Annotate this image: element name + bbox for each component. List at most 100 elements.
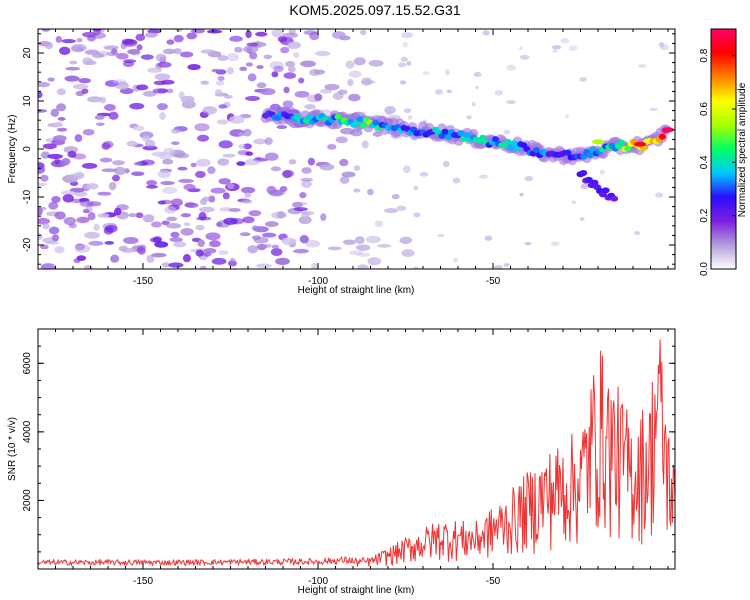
y-tick-label: 20 — [22, 47, 33, 59]
noise-blob — [244, 158, 260, 166]
noise-blob — [123, 59, 137, 64]
noise-blob — [304, 239, 321, 248]
noise-blob — [168, 262, 184, 268]
noise-blob — [552, 49, 558, 53]
noise-blob — [339, 176, 350, 184]
snr-axes: -150 -100 -50 2000 4000 6000 — [22, 328, 675, 587]
spectrogram-ylabel: Frequency (Hz) — [7, 115, 18, 184]
noise-blob — [203, 248, 217, 254]
colorbar-tick-label: 0.2 — [699, 208, 710, 222]
noise-blob — [247, 245, 258, 254]
noise-blob — [246, 42, 259, 47]
signal-peak — [592, 139, 604, 145]
noise-blob — [649, 107, 659, 111]
noise-blob — [564, 114, 570, 119]
noise-blob — [347, 78, 354, 87]
noise-blob — [298, 215, 312, 225]
noise-blob — [214, 88, 222, 97]
noise-blob — [51, 234, 60, 242]
noise-blob — [190, 162, 197, 168]
signal-blob — [564, 149, 572, 156]
colorbar: 0.0 0.2 0.4 0.6 0.8 Normalized spectral ampl… — [699, 28, 748, 276]
noise-blob — [144, 32, 158, 38]
noise-blob — [579, 217, 585, 222]
noise-blob — [391, 193, 400, 200]
noise-blob — [105, 51, 119, 57]
noise-blob — [40, 174, 49, 182]
noise-blob — [399, 236, 413, 245]
noise-blob — [215, 80, 225, 86]
noise-blob — [165, 223, 182, 229]
noise-blob — [38, 233, 43, 241]
noise-blob — [348, 70, 362, 78]
noise-blob — [453, 257, 458, 263]
noise-blob — [239, 66, 248, 72]
noise-blob — [271, 71, 279, 78]
noise-blob — [335, 136, 348, 144]
noise-blob — [160, 180, 175, 186]
x-tick-label: -150 — [133, 576, 153, 587]
noise-blob — [157, 61, 172, 68]
noise-blob — [69, 172, 84, 180]
signal-peak — [662, 127, 674, 133]
noise-blob — [216, 222, 223, 227]
noise-blob — [54, 211, 66, 220]
noise-blob — [309, 31, 320, 41]
noise-blob — [202, 196, 211, 202]
noise-blob — [222, 153, 236, 158]
noise-blob — [101, 168, 117, 173]
noise-blob — [42, 223, 50, 230]
noise-blob — [152, 236, 163, 243]
noise-blob — [169, 237, 183, 243]
noise-blob — [61, 157, 71, 166]
colorbar-label: Normalized spectral amplitude — [737, 82, 748, 217]
noise-blob — [413, 212, 421, 218]
noise-blob — [256, 65, 264, 69]
signal-blob — [274, 114, 282, 121]
x-tick-label: -50 — [486, 576, 501, 587]
snr-xlabel: Height of straight line (km) — [298, 585, 415, 596]
noise-blob — [94, 114, 105, 120]
spectrogram-xlabel: Height of straight line (km) — [298, 285, 415, 296]
noise-blob — [270, 166, 281, 172]
noise-blob — [252, 235, 261, 240]
noise-blob — [240, 186, 256, 194]
noise-blob — [319, 163, 335, 171]
noise-blob — [660, 44, 669, 51]
noise-blob — [97, 191, 112, 196]
noise-blob — [51, 196, 61, 203]
noise-blob — [177, 166, 188, 171]
noise-blob — [74, 134, 83, 142]
snr-panel: -150 -100 -50 2000 4000 6000 Height of straig… — [7, 328, 676, 596]
noise-blob — [56, 88, 66, 96]
noise-blob — [413, 266, 419, 269]
noise-blob — [403, 108, 412, 114]
signal-blob — [491, 136, 499, 143]
noise-blob — [259, 88, 276, 96]
noise-blob — [38, 81, 50, 88]
noise-blob — [253, 138, 267, 145]
noise-blob — [503, 263, 510, 267]
noise-blob — [156, 103, 168, 111]
signal-blob — [359, 122, 367, 129]
noise-blob — [146, 180, 158, 186]
signal-blob — [463, 132, 471, 139]
noise-blob — [271, 29, 284, 38]
noise-blob — [157, 169, 171, 179]
noise-blob — [402, 41, 409, 48]
noise-blob — [271, 244, 280, 249]
noise-blob — [112, 160, 125, 166]
noise-blob — [256, 263, 272, 268]
noise-blob — [209, 240, 221, 248]
noise-blob — [413, 185, 419, 191]
noise-blob — [407, 115, 413, 120]
noise-blob — [264, 152, 279, 161]
noise-blob — [264, 137, 273, 146]
noise-blob — [194, 170, 206, 178]
noise-blob — [199, 265, 207, 269]
noise-blob — [226, 182, 235, 190]
noise-blob — [400, 56, 408, 62]
noise-blob — [357, 264, 369, 269]
noise-blob — [247, 73, 257, 82]
noise-blob — [550, 241, 560, 247]
